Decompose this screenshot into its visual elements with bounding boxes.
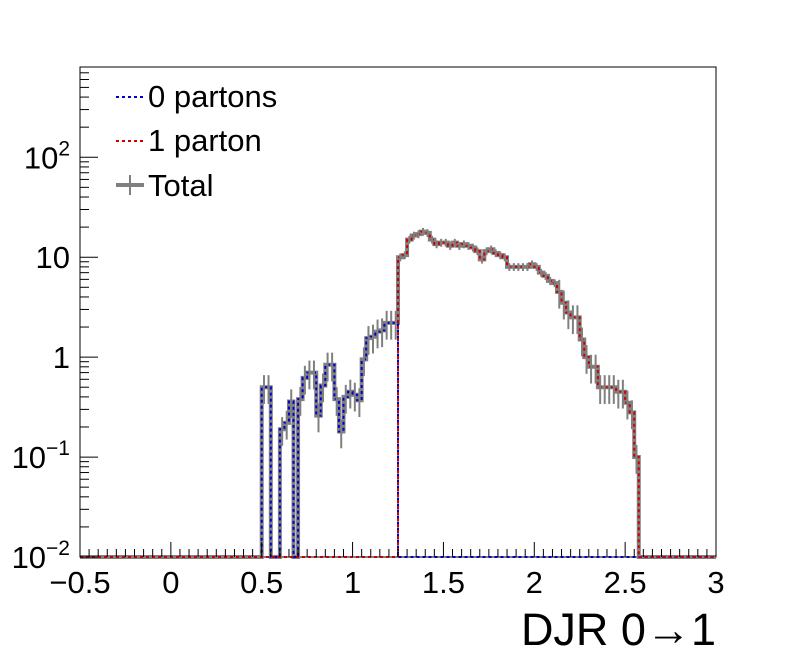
x-tick-label: 1 [344,565,361,600]
x-tick-label: −0.5 [49,565,110,600]
x-tick-label: 2 [526,565,543,600]
x-axis-title: DJR 0→1 [521,604,716,655]
x-axis-ticks: −0.5 0 0.5 1 1.5 2 2.5 3 [49,542,725,600]
series-line-1-parton [80,230,716,558]
error-bars [262,227,638,474]
x-tick-label: 3 [707,565,724,600]
legend-label-total: Total [148,168,213,203]
x-tick-label: 0.5 [240,565,283,600]
x-tick-label: 2.5 [604,565,647,600]
y-tick-label: 10 [36,240,70,275]
x-tick-label: 1.5 [422,565,465,600]
y-axis-ticks: 10−2 10−1 1 10 102 [12,66,98,575]
y-tick-label: 10−1 [12,437,70,475]
legend: 0 partons 1 parton Total [116,79,277,203]
x-tick-label: 0 [162,565,179,600]
series-layer [80,229,716,559]
legend-label-1-parton: 1 parton [148,123,262,158]
y-tick-label: 10−2 [12,537,70,575]
legend-label-0-partons: 0 partons [148,79,277,114]
series-line-0-partons [80,321,716,558]
y-tick-label: 1 [53,340,70,375]
y-tick-label: 102 [24,137,70,175]
